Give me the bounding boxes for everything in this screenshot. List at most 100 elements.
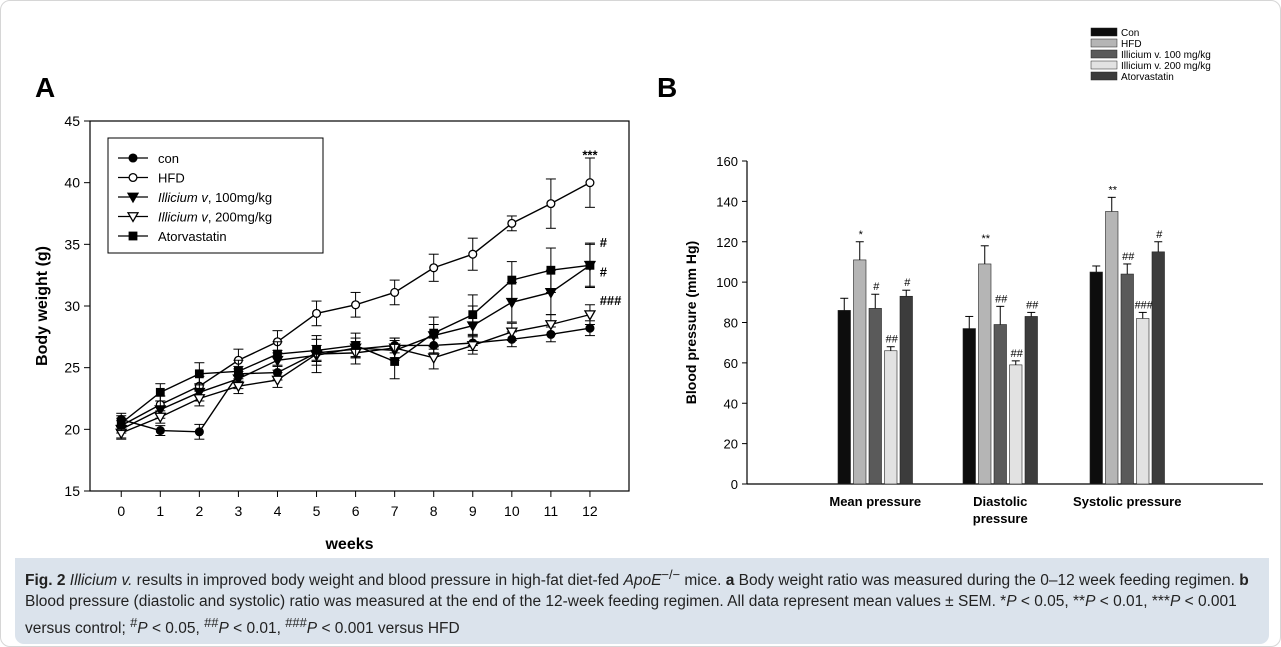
- bar: [1089, 271, 1103, 485]
- significance-mark: ***: [582, 147, 598, 162]
- data-point: [466, 341, 479, 352]
- data-point: [154, 412, 167, 424]
- caption-p: P: [1085, 593, 1096, 611]
- x-tick-label: 7: [391, 503, 399, 519]
- data-point: [507, 275, 517, 285]
- data-point: [546, 265, 556, 275]
- y-tick-label: 160: [716, 154, 738, 169]
- data-point: [544, 320, 558, 331]
- y-tick-label: 30: [64, 298, 80, 314]
- y-tick-label: 140: [716, 194, 738, 209]
- caption-hash: ##: [204, 615, 219, 631]
- legend-marker: [126, 192, 140, 204]
- data-point: [312, 345, 321, 355]
- caption-text: < 0.001 versus HFD: [317, 620, 460, 638]
- data-point: [546, 199, 556, 209]
- x-tick-label: 2: [195, 503, 203, 519]
- significance-mark: **: [981, 233, 990, 245]
- x-tick-label: 10: [504, 503, 520, 519]
- bar: [1136, 318, 1150, 485]
- bar: [993, 324, 1007, 485]
- chart-b: B 0 20 40 60 80 100 120 140 160 Blood pressure (mm…: [657, 27, 1263, 526]
- x-tick-label: 6: [352, 503, 360, 519]
- legend-swatch: [1090, 27, 1118, 37]
- x-tick-label: 12: [582, 503, 598, 519]
- significance-mark: ##: [886, 334, 899, 346]
- y-tick-label: 20: [64, 421, 80, 437]
- y-tick-label: 100: [716, 275, 738, 290]
- caption-p: P: [306, 620, 318, 638]
- y-tick-label: 35: [64, 236, 80, 252]
- caption-hash: #: [130, 615, 138, 631]
- legend-box-a: [107, 137, 324, 254]
- legend-marker: [128, 172, 138, 183]
- legend-swatch: [1090, 38, 1118, 48]
- y-axis-label: Body weight (g): [34, 246, 51, 366]
- caption-text: < 0.01, ***: [1095, 593, 1170, 611]
- significance-mark: #: [1156, 229, 1163, 241]
- series-5: [116, 243, 595, 432]
- category-label: pressure: [973, 511, 1028, 526]
- legend-marker: [126, 212, 140, 223]
- y-tick-label: 60: [724, 356, 738, 371]
- caption-text: < 0.01,: [228, 620, 286, 638]
- significance-mark: #: [600, 235, 608, 250]
- caption-title-italic: Illicium v.: [69, 572, 133, 590]
- category-label: Mean pressure: [829, 494, 921, 509]
- significance-mark: ##: [1122, 251, 1135, 263]
- bar: [978, 263, 992, 485]
- data-point: [155, 387, 165, 397]
- data-point: [273, 349, 282, 359]
- legend-label: HFD: [158, 171, 185, 186]
- caption-text: < 0.001 versus control;: [25, 593, 1237, 638]
- significance-mark: ###: [1135, 299, 1154, 311]
- legend-swatch: [1090, 60, 1118, 70]
- x-tick-label: 5: [313, 503, 321, 519]
- legend-label: Con: [1121, 28, 1139, 39]
- bar: [1009, 364, 1023, 485]
- caption-p: P: [1169, 593, 1181, 611]
- y-tick-label: 15: [64, 483, 80, 499]
- data-point: [429, 263, 439, 273]
- legend-label: Atorvastatin: [158, 229, 227, 244]
- caption-text: < 0.05,: [147, 620, 205, 638]
- bar: [884, 350, 898, 485]
- caption-a-label: a: [725, 572, 735, 590]
- caption-a-text: Body weight ratio was measured during th…: [734, 572, 1240, 590]
- caption-p: P: [137, 620, 148, 638]
- bar: [1120, 273, 1134, 485]
- data-point: [193, 394, 206, 405]
- category-label: Systolic pressure: [1073, 494, 1181, 509]
- y-tick-label: 45: [64, 113, 80, 129]
- data-point: [351, 341, 360, 350]
- data-point: [390, 287, 400, 297]
- legend-swatch: [1090, 71, 1118, 81]
- caption-gene: ApoE: [623, 572, 662, 590]
- data-point: [505, 327, 518, 339]
- data-point: [507, 218, 517, 228]
- x-tick-label: 9: [469, 503, 477, 519]
- legend-label: con: [158, 151, 179, 166]
- panel-label-b: B: [657, 72, 677, 103]
- data-point: [390, 357, 400, 366]
- x-tick-label: 4: [274, 503, 282, 519]
- x-tick-label: 3: [235, 503, 243, 519]
- data-point: [427, 353, 440, 365]
- bar: [853, 259, 867, 485]
- data-point: [194, 369, 204, 379]
- legend-label: Illicium v, 100mg/kg: [158, 190, 272, 205]
- data-point: [271, 375, 284, 387]
- x-tick-label: 0: [117, 503, 125, 519]
- legend-label: Atorvastatin: [1121, 72, 1174, 83]
- data-point: [585, 178, 595, 188]
- data-point: [583, 310, 597, 321]
- x-tick-label: 11: [544, 503, 559, 519]
- y-tick-label: 80: [724, 316, 738, 331]
- figure-caption: Fig. 2 Illicium v. results in improved b…: [15, 558, 1269, 644]
- bar: [1105, 211, 1119, 485]
- legend-marker: [128, 153, 138, 163]
- data-point: [311, 308, 322, 318]
- panel-label-a: A: [35, 72, 55, 103]
- legend-swatch: [1090, 49, 1118, 59]
- bar: [837, 310, 851, 485]
